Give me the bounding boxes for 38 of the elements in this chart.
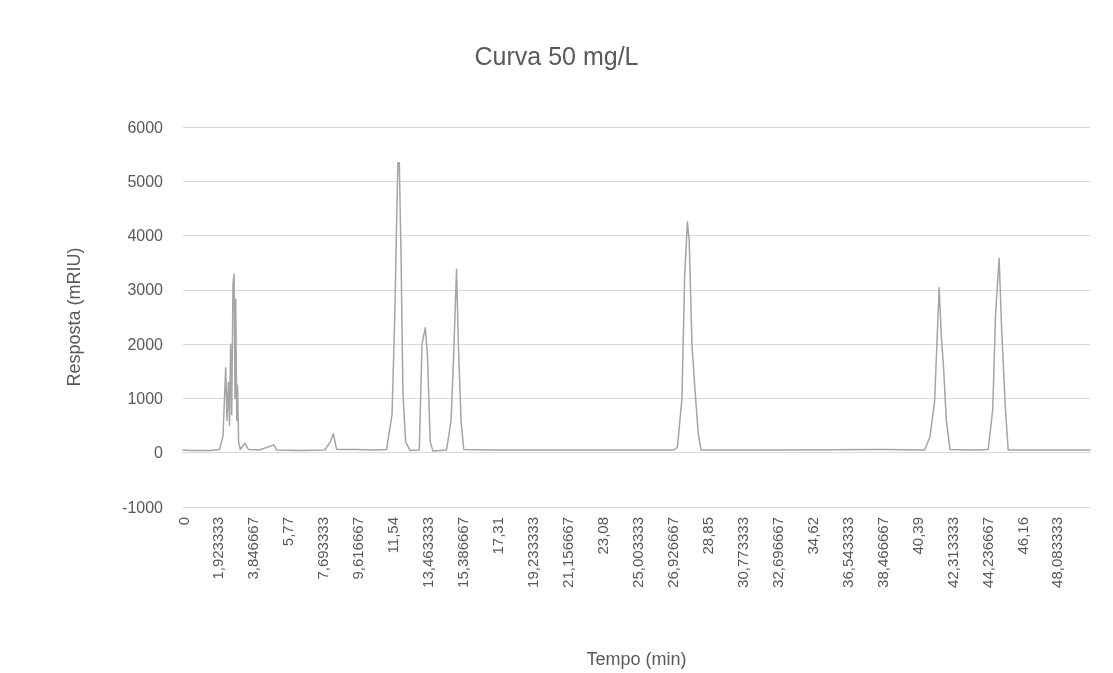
x-tick-label: 21,156667 (559, 517, 577, 588)
x-tick-label: 42,313333 (943, 517, 961, 588)
x-tick-label: 25,003333 (628, 517, 646, 588)
x-tick-label: 23,08 (594, 517, 612, 555)
x-tick-label: 30,773333 (733, 517, 751, 588)
x-tick-label: 11,54 (384, 517, 402, 554)
y-tick-label: 4000 (127, 227, 164, 245)
chart-title: Curva 50 mg/L (474, 41, 639, 70)
x-tick-label: 15,386667 (454, 517, 472, 588)
x-tick-label: 17,31 (489, 517, 507, 555)
x-tick-label: 5,77 (279, 517, 297, 547)
x-tick-label: 13,463333 (419, 517, 437, 588)
x-tick-label: 7,693333 (314, 517, 332, 580)
x-tick-label: 36,543333 (838, 517, 856, 588)
x-tick-label: 40,39 (908, 517, 926, 555)
y-tick-label: 5000 (127, 172, 164, 190)
x-tick-label: 44,236667 (978, 517, 996, 588)
x-tick-label: 38,466667 (873, 517, 891, 588)
y-tick-label: -1000 (122, 498, 164, 516)
x-tick-label: 48,083333 (1048, 517, 1066, 588)
y-tick-label: 3000 (127, 281, 164, 299)
x-tick-label: 26,926667 (663, 517, 681, 588)
y-tick-label: 1000 (127, 389, 164, 407)
x-tick-label: 0 (174, 517, 192, 526)
x-tick-label: 46,16 (1013, 517, 1031, 555)
x-tick-label: 9,616667 (349, 517, 367, 580)
x-tick-label: 32,696667 (768, 517, 786, 588)
y-tick-label: 6000 (127, 118, 164, 136)
x-axis-title: Tempo (min) (586, 649, 687, 669)
line-series (182, 162, 1091, 452)
x-tick-label: 28,85 (698, 517, 716, 555)
x-tick-label: 3,846667 (244, 517, 262, 580)
x-tick-label: 1,923333 (209, 517, 227, 580)
y-tick-label: 0 (154, 444, 164, 462)
x-tick-label: 34,62 (803, 517, 821, 555)
x-tick-label: 19,233333 (524, 517, 542, 588)
y-axis-title: Resposta (mRIU) (64, 247, 84, 387)
y-tick-label: 2000 (127, 335, 164, 353)
